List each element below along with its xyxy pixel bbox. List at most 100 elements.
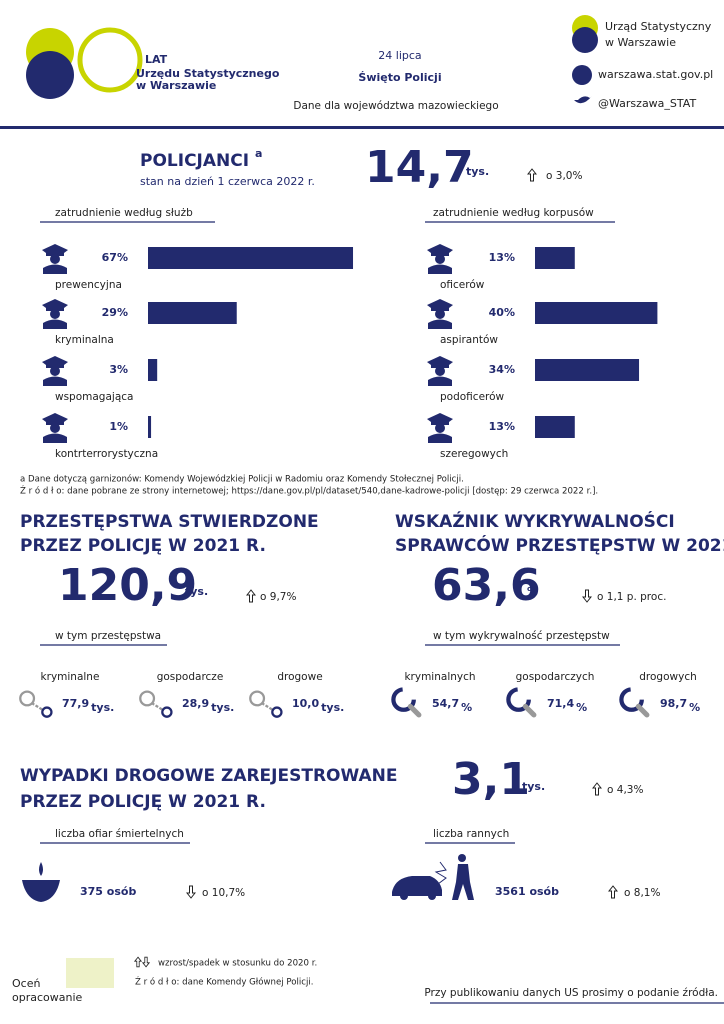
category-label: kontrterrorystyczna (55, 448, 158, 460)
item-unit: tys. (91, 701, 114, 714)
item-unit: tys. (211, 701, 234, 714)
handcuffs-icon (139, 690, 173, 718)
logo-60 (26, 27, 143, 99)
footnote-mark: a (255, 147, 262, 160)
bar (535, 247, 575, 269)
item-label: gospodarczych (516, 671, 595, 683)
change: o 9,7% (260, 591, 296, 603)
item-value: 54,7 (432, 697, 459, 710)
police-icon (42, 356, 68, 386)
logo-number: 60 (85, 51, 99, 64)
bar (148, 302, 237, 324)
change: o 10,7% (202, 887, 245, 899)
handcuffs-icon (19, 690, 53, 718)
value-label: 3% (109, 363, 128, 376)
rate-stars[interactable] (66, 958, 114, 988)
police-icon (42, 413, 68, 443)
section-title: PRZEZ POLICJĘ W 2021 R. (20, 536, 266, 556)
police-icon (427, 244, 453, 274)
total: 63,6 (432, 560, 541, 611)
total: 3,1 (452, 754, 530, 805)
total-unit: % (527, 585, 538, 598)
candle-icon (22, 862, 60, 902)
twitter[interactable]: @Warszawa_STAT (598, 97, 696, 110)
item-label: gospodarcze (157, 671, 224, 683)
value-label: 34% (489, 363, 515, 376)
total: 120,9 (58, 560, 197, 611)
down-arrow (186, 885, 196, 899)
police-icon (42, 299, 68, 329)
up-arrow (592, 782, 602, 796)
category-label: kryminalna (55, 334, 114, 346)
section-title: POLICJANCI (140, 151, 249, 171)
change: o 8,1% (624, 887, 660, 899)
magnifier-icon (508, 689, 534, 715)
rate-sub[interactable]: opracowanie (12, 991, 83, 1004)
org-name: Urząd Statystyczny (605, 20, 712, 33)
handcuffs-icon (249, 690, 283, 718)
up-arrow (134, 956, 142, 968)
logo-line: Urzędu Statystycznego (136, 67, 280, 80)
deaths: 375 osób (80, 885, 136, 898)
item-unit: % (461, 701, 472, 714)
item-unit: % (689, 701, 700, 714)
subhead: liczba ofiar śmiertelnych (55, 828, 184, 840)
item-value: 77,9 (62, 697, 89, 710)
total-unit: tys. (185, 585, 208, 598)
down-arrow (582, 589, 592, 603)
section-title: WYPADKI DROGOWE ZAREJESTROWANE (20, 766, 397, 786)
web-icon (572, 65, 592, 85)
total: 14,7 (365, 142, 474, 193)
rate-title[interactable]: Oceń (12, 977, 40, 990)
org-logo (572, 15, 598, 53)
item-label: drogowych (639, 671, 697, 683)
up-arrow (246, 589, 256, 603)
value-label: 29% (102, 306, 128, 319)
subhead: liczba rannych (433, 828, 509, 840)
change: o 1,1 p. proc. (597, 591, 666, 603)
subhead: zatrudnienie według służb (55, 207, 193, 219)
accident-icon (392, 854, 474, 900)
divider (0, 126, 724, 129)
category-label: aspirantów (440, 334, 498, 346)
value-label: 40% (489, 306, 515, 319)
subtitle: Dane dla województwa mazowieckiego (293, 100, 498, 112)
change: o 3,0% (546, 170, 582, 182)
subhead: zatrudnienie według korpusów (433, 207, 594, 219)
section-title: WSKAŹNIK WYKRYWALNOŚCI (395, 510, 675, 532)
value-label: 1% (109, 420, 128, 433)
magnifier-icon (393, 689, 419, 715)
up-arrow (608, 885, 618, 899)
website[interactable]: warszawa.stat.gov.pl (598, 68, 713, 81)
police-icon (427, 413, 453, 443)
item-value: 98,7 (660, 697, 687, 710)
police-icon (427, 299, 453, 329)
total-unit: tys. (522, 780, 545, 793)
date: 24 lipca (378, 49, 421, 62)
section-title: PRZESTĘPSTWA STWIERDZONE (20, 512, 319, 532)
item-value: 10,0 (292, 697, 319, 710)
logo-line: w Warszawie (136, 79, 216, 92)
magnifier-icon (621, 689, 647, 715)
item-value: 28,9 (182, 697, 209, 710)
source: Ź r ó d ł o: dane pobrane ze strony inte… (20, 485, 598, 497)
item-label: kryminalne (41, 671, 100, 683)
source: Ź r ó d ł o: dane Komendy Głównej Policj… (135, 976, 314, 988)
value-label: 13% (489, 251, 515, 264)
item-value: 71,4 (547, 697, 574, 710)
twitter-icon (574, 96, 592, 104)
category-label: oficerów (440, 279, 485, 291)
police-icon (42, 244, 68, 274)
item-unit: tys. (321, 701, 344, 714)
logo-lat: LAT (145, 53, 168, 66)
bar (148, 247, 354, 269)
total-unit: tys. (466, 165, 489, 178)
section-date: stan na dzień 1 czerwca 2022 r. (140, 175, 315, 188)
bar (148, 416, 152, 438)
category-label: prewencyjna (55, 279, 122, 291)
notice: Przy publikowaniu danych US prosimy o po… (424, 987, 718, 999)
category-label: szeregowych (440, 448, 508, 460)
legend: wzrost/spadek w stosunku do 2020 r. (158, 959, 317, 969)
bar (535, 359, 640, 381)
